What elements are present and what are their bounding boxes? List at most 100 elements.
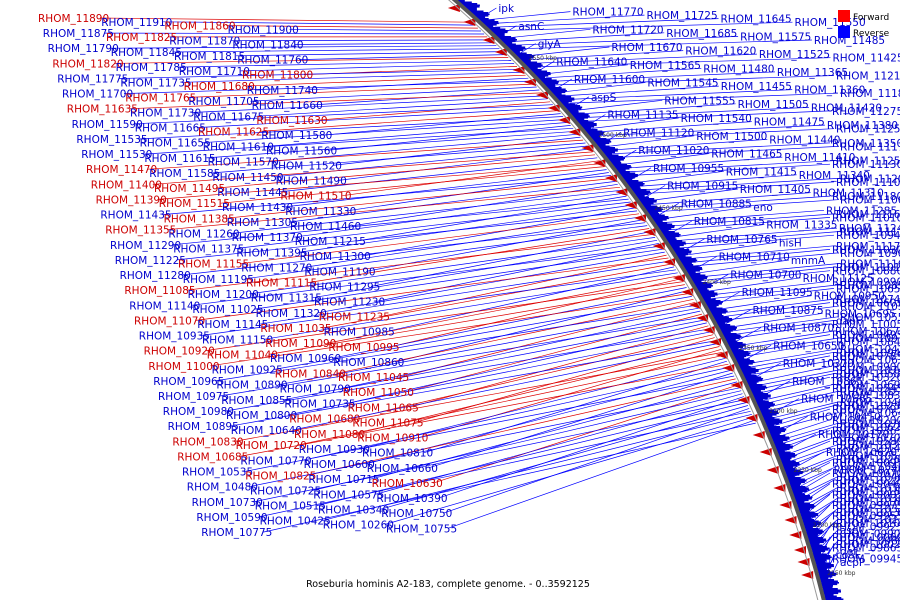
tick-label: 2200 kbp (813, 522, 841, 529)
gene-feature-reverse (761, 412, 779, 415)
gene-feature-reverse (793, 495, 810, 497)
gene-feature-reverse (746, 381, 759, 383)
gene-feature-reverse (708, 307, 723, 310)
gene-feature-reverse (599, 148, 618, 151)
gene-label-right: RHOM_10880 (832, 266, 900, 278)
gene-label-right: RHOM_10795 (832, 404, 900, 416)
gene-label-right: RHOM_11125 (803, 273, 874, 285)
gene-feature-reverse (505, 45, 522, 47)
label-connector-right (768, 394, 835, 412)
gene-feature-reverse (523, 63, 542, 65)
gene-label-right: mnmA (791, 255, 826, 267)
gene-feature-reverse (817, 568, 827, 571)
gene-label-left: RHOM_11115 (246, 278, 317, 290)
gene-feature-reverse (809, 541, 824, 544)
label-connector-right (727, 312, 823, 328)
gene-label-left: RHOM_11045 (338, 372, 409, 384)
gene-feature-reverse (493, 33, 505, 35)
gene-feature-reverse (752, 393, 768, 395)
gene-feature-reverse (755, 400, 769, 403)
gene-feature-reverse (546, 87, 562, 89)
gene-feature-reverse (456, 0, 465, 2)
gene-feature-reverse (611, 163, 627, 166)
tick-label: 2550 kbp (529, 55, 557, 62)
label-connector-right (545, 67, 702, 79)
gene-label-left: RHOM_11025 (192, 304, 263, 316)
label-connector-right (597, 124, 825, 137)
label-connector-left (268, 284, 685, 355)
label-connector-right (521, 43, 536, 53)
gene-feature-reverse (781, 462, 800, 464)
gene-label-right: dapF (836, 315, 862, 327)
gene-label-right: RHOM_11540 (681, 113, 752, 125)
label-connector-right (700, 266, 835, 281)
gene-feature-reverse (807, 534, 819, 536)
gene-feature-reverse (700, 294, 718, 296)
gene-label-right: RHOM_11120 (623, 127, 694, 139)
gene-label-right: RHOM_11545 (647, 78, 718, 90)
gene-feature-reverse (531, 70, 548, 73)
label-connector-right (702, 270, 831, 285)
gene-label-right: def (840, 546, 857, 558)
gene-label-right: RHOM_11350 (832, 138, 900, 150)
label-connector-left (279, 157, 598, 193)
gene-feature-reverse (802, 519, 814, 521)
gene-feature-reverse (615, 168, 630, 170)
gene-label-left: RHOM_10985 (324, 327, 395, 339)
label-connector-right (623, 156, 783, 169)
gene-label-right: RHOM_11165 (836, 209, 900, 221)
gene-feature-reverse (714, 318, 732, 320)
gene-feature-reverse (808, 538, 827, 541)
label-connector-right (582, 107, 809, 118)
gene-feature-reverse (816, 565, 834, 568)
label-connector-left (379, 405, 748, 510)
gene-label-right: RHOM_11670 (611, 42, 682, 54)
gene-label-left: RHOM_10825 (245, 470, 316, 482)
label-connector-right (680, 234, 835, 249)
gene-feature-reverse (803, 523, 821, 526)
gene-feature-reverse (568, 111, 579, 113)
label-connector-left (351, 334, 714, 420)
gene-label-right: RHOM_10845 (836, 337, 900, 349)
label-connector-left (294, 42, 494, 45)
gene-feature-reverse (535, 75, 549, 77)
gene-label-left: RHOM_11235 (319, 312, 390, 324)
gene-label-left: RHOM_10830 (172, 436, 243, 448)
label-connector-right (639, 178, 839, 191)
gene-label-left: RHOM_11740 (247, 85, 318, 97)
label-connector-right (771, 401, 839, 419)
label-connector-right (660, 206, 752, 220)
gene-label-right: RHOM_11210 (836, 71, 900, 83)
gene-label-right: RHOM_11185 (840, 88, 900, 100)
gene-feature-reverse (721, 331, 731, 334)
gene-feature-reverse (619, 174, 638, 176)
label-connector-right (591, 117, 679, 129)
gene-feature-reverse (703, 300, 721, 302)
gene-feature-reverse (669, 244, 684, 247)
gene-label-right: RHOM_11505 (738, 99, 809, 111)
label-connector-right (612, 142, 831, 155)
gene-feature-reverse (823, 589, 841, 592)
gene-feature-reverse (574, 118, 585, 121)
gene-feature-reverse (645, 208, 664, 211)
label-connector-left (239, 363, 729, 457)
label-connector-right (626, 160, 835, 173)
gene-label-left: RHOM_11195 (183, 274, 254, 286)
genome-caption: Roseburia hominis A2-183, complete genom… (306, 579, 590, 590)
gene-feature-reverse (699, 292, 718, 295)
gene-label-right: RHOM_09905 (836, 528, 900, 540)
label-connector-right (731, 320, 835, 336)
gene-label-right: RHOM_10605 (832, 298, 900, 310)
gene-feature-reverse (688, 274, 706, 277)
gene-label-right: RHOM_10850 (840, 280, 900, 292)
gene-feature-reverse (805, 528, 819, 530)
label-connector-left (200, 269, 676, 336)
label-connector-left (230, 189, 623, 234)
gene-feature-reverse (667, 241, 686, 244)
gene-feature-reverse (773, 441, 784, 443)
gene-label-left: RHOM_11460 (290, 221, 361, 233)
gene-feature-reverse (582, 127, 592, 130)
gene-label-left: RHOM_11700 (62, 89, 133, 101)
label-connector-right (498, 21, 793, 32)
label-connector-right (738, 334, 831, 350)
